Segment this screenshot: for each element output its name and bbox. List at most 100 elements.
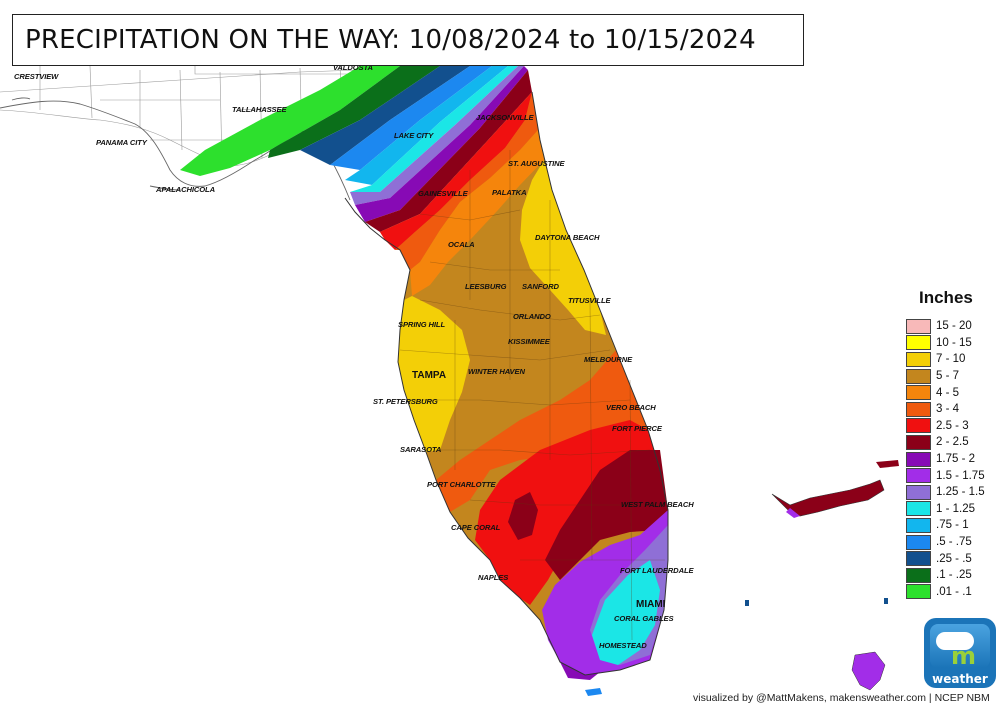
band-light-blue <box>345 66 508 185</box>
legend-item: 7 - 10 <box>903 351 997 368</box>
band-navy <box>300 66 470 165</box>
legend-label: 15 - 20 <box>936 320 972 333</box>
region-yellow-west <box>398 296 470 452</box>
legend-swatch <box>906 484 931 500</box>
legend-swatch <box>906 434 931 450</box>
bahamas-island-south <box>851 651 886 691</box>
legend-item: .5 - .75 <box>903 534 997 551</box>
legend-label: 7 - 10 <box>936 353 966 366</box>
city-st-petersburg: ST. PETERSBURG <box>373 397 438 406</box>
legend-item: .1 - .25 <box>903 567 997 584</box>
legend-item: .75 - 1 <box>903 517 997 534</box>
legend-swatch <box>906 534 931 550</box>
city-daytona-beach: DAYTONA BEACH <box>535 233 600 242</box>
legend-label: .25 - .5 <box>936 552 972 565</box>
legend-title: Inches <box>919 288 973 307</box>
legend-swatch <box>906 351 931 367</box>
legend-label: 1 - 1.25 <box>936 502 975 515</box>
legend-label: 1.75 - 2 <box>936 453 975 466</box>
band-light-green <box>180 66 400 176</box>
city-panama-city: PANAMA CITY <box>96 138 148 147</box>
city-kissimmee: KISSIMMEE <box>508 337 551 346</box>
region-purple-tip <box>560 662 600 680</box>
city-crestview: CRESTVIEW <box>14 72 59 81</box>
legend-label: .75 - 1 <box>936 519 969 532</box>
islet-2 <box>884 598 888 604</box>
city-labels: CRESTVIEW VALDOSTA TALLAHASSEE PANAMA CI… <box>14 63 695 650</box>
legend-swatch <box>906 468 931 484</box>
bahamas-island-large <box>771 479 885 517</box>
legend-item: 1 - 1.25 <box>903 501 997 518</box>
band-dark-green <box>268 66 440 158</box>
legend-item: 3 - 4 <box>903 401 997 418</box>
city-sanford: SANFORD <box>522 282 559 291</box>
city-lake-city: LAKE CITY <box>394 131 434 140</box>
legend-label: 1.5 - 1.75 <box>936 469 985 482</box>
band-purple <box>355 66 528 222</box>
city-miami: MIAMI <box>636 599 666 610</box>
region-red-north <box>380 92 532 250</box>
city-jacksonville: JACKSONVILLE <box>476 113 534 122</box>
band-blue <box>330 66 492 170</box>
logo-letter: m <box>951 642 977 670</box>
legend-label: 10 - 15 <box>936 336 972 349</box>
bahamas-island-purple <box>786 508 800 518</box>
city-naples: NAPLES <box>478 573 508 582</box>
legend-item: 2 - 2.5 <box>903 434 997 451</box>
city-leesburg: LEESBURG <box>465 282 507 291</box>
legend-swatch <box>906 335 931 351</box>
bahamas-island-north <box>876 460 899 468</box>
legend-item: .01 - .1 <box>903 584 997 601</box>
peninsula-counties <box>399 150 665 641</box>
region-orange-south <box>436 350 660 512</box>
legend-swatch <box>906 451 931 467</box>
city-winter-haven: WINTER HAVEN <box>468 367 525 376</box>
city-cape-coral: CAPE CORAL <box>451 523 501 532</box>
legend-label: 2 - 2.5 <box>936 436 969 449</box>
legend-label: .5 - .75 <box>936 536 972 549</box>
logo-text: weather <box>932 672 988 686</box>
city-gainesville: GAINESVILLE <box>418 189 469 198</box>
city-st-augustine: ST. AUGUSTINE <box>508 159 566 168</box>
legend-item: 1.75 - 2 <box>903 451 997 468</box>
legend-swatch <box>906 318 931 334</box>
city-melbourne: MELBOURNE <box>584 355 633 364</box>
city-tampa: TAMPA <box>412 370 446 381</box>
map-title: PRECIPITATION ON THE WAY: 10/08/2024 to … <box>25 25 756 55</box>
city-orlando: ORLANDO <box>513 312 551 321</box>
band-cyan <box>350 66 518 192</box>
legend-label: 4 - 5 <box>936 386 960 399</box>
legend-label: 3 - 4 <box>936 403 960 416</box>
legend-label: 2.5 - 3 <box>936 419 969 432</box>
region-maroon-inland <box>508 492 538 540</box>
islet-1 <box>745 600 749 606</box>
legend-label: .1 - .25 <box>936 569 972 582</box>
legend-swatch <box>906 385 931 401</box>
region-yellow-east <box>520 160 606 335</box>
city-vero-beach: VERO BEACH <box>606 403 656 412</box>
legend-item: 2.5 - 3 <box>903 418 997 435</box>
legend-swatch <box>906 501 931 517</box>
city-tallahassee: TALLAHASSEE <box>232 105 287 114</box>
city-homestead: HOMESTEAD <box>599 641 647 650</box>
region-lightorange-north <box>410 130 544 296</box>
legend-label: 5 - 7 <box>936 370 960 383</box>
legend-item: 15 - 20 <box>903 318 997 335</box>
city-palatka: PALATKA <box>492 188 526 197</box>
legend-item: 5 - 7 <box>903 368 997 385</box>
legend-swatch <box>906 368 931 384</box>
legend-item: .25 - .5 <box>903 550 997 567</box>
legend-swatch <box>906 418 931 434</box>
legend-item: 10 - 15 <box>903 335 997 352</box>
credit-line: visualized by @MattMakens, makensweather… <box>693 692 990 704</box>
legend-swatch <box>906 567 931 583</box>
city-west-palm-beach: WEST PALM BEACH <box>621 500 694 509</box>
city-titusville: TITUSVILLE <box>568 296 611 305</box>
region-cyan-south <box>592 560 660 665</box>
city-ocala: OCALA <box>448 240 475 249</box>
legend-item: 1.25 - 1.5 <box>903 484 997 501</box>
legend: Inches 15 - 20 10 - 15 7 - 10 5 - 7 4 - 5 3 -… <box>903 288 997 600</box>
city-coral-gables: CORAL GABLES <box>614 614 673 623</box>
legend-item: 4 - 5 <box>903 384 997 401</box>
